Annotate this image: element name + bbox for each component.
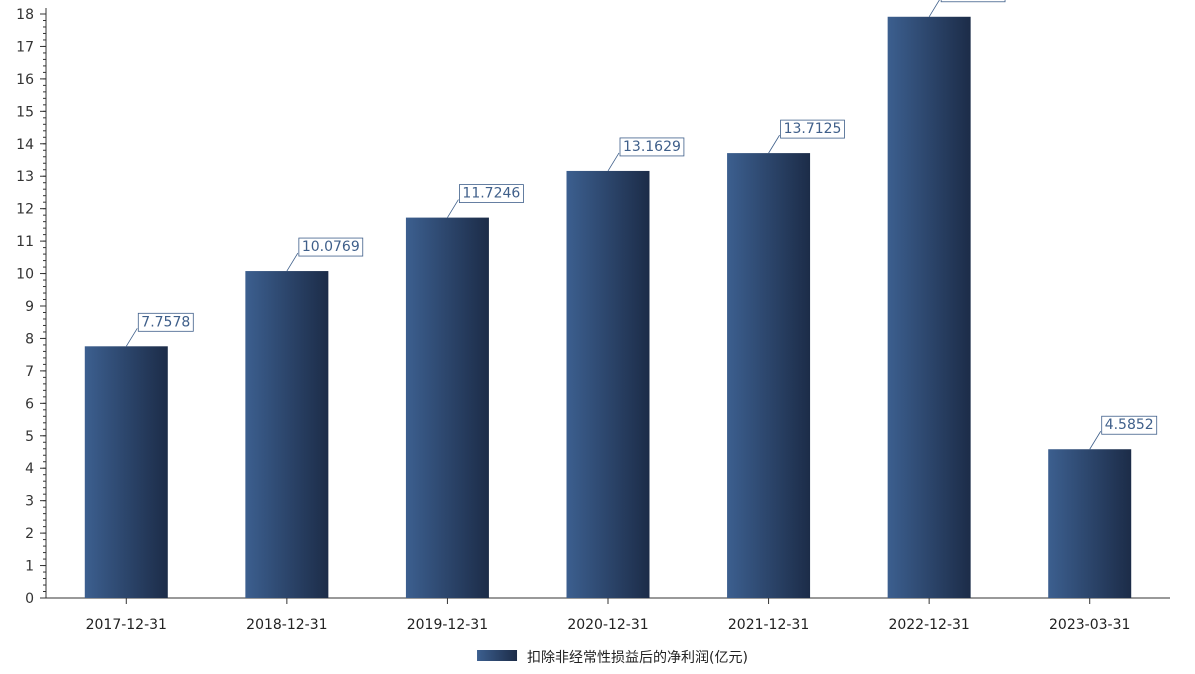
y-tick-label: 12 (16, 202, 34, 218)
y-tick-label: 15 (16, 104, 34, 120)
data-label-leader (928, 0, 940, 17)
y-tick-label: 3 (25, 494, 34, 510)
bar[interactable] (245, 271, 329, 598)
data-label: 7.7578 (141, 314, 190, 330)
data-label-leader (447, 199, 459, 218)
x-tick-label: 2022-12-31 (888, 617, 969, 633)
y-tick-label: 17 (16, 39, 34, 55)
data-label: 17.9145 (944, 0, 1002, 1)
bar[interactable] (887, 16, 971, 599)
legend-label: 扣除非经常性损益后的净利润(亿元) (527, 650, 748, 666)
data-label-box (298, 237, 364, 257)
y-tick-label: 16 (16, 72, 34, 88)
data-label-box (459, 184, 524, 204)
y-tick-label: 9 (25, 299, 34, 315)
x-tick-label: 2018-12-31 (246, 617, 327, 633)
bars-group (84, 16, 1132, 599)
legend[interactable]: 扣除非经常性损益后的净利润(亿元) (477, 650, 748, 666)
x-tick-label: 2021-12-31 (728, 617, 809, 633)
bar[interactable] (405, 217, 489, 598)
bar[interactable] (84, 346, 168, 598)
y-tick-label: 0 (25, 591, 34, 607)
y-tick-label: 7 (25, 364, 34, 380)
legend-swatch (477, 650, 518, 661)
data-label-box (619, 137, 685, 157)
y-tick-label: 11 (16, 234, 34, 250)
data-label-leader (286, 252, 299, 272)
data-label-box (780, 119, 845, 139)
data-label: 11.7246 (462, 186, 520, 202)
y-tick-label: 5 (25, 429, 34, 445)
bar[interactable] (1048, 449, 1132, 598)
data-label-leader (607, 152, 620, 172)
y-tick-label: 14 (16, 137, 34, 153)
data-label: 13.7125 (784, 121, 842, 137)
data-label: 4.5852 (1105, 417, 1154, 433)
data-label-leader (768, 134, 780, 154)
data-labels-group: 7.7578 10.0769 11.7246 13.1629 13.7125 17.914… (125, 0, 1158, 450)
x-axis: 2017-12-31 2018-12-31 2019-12-31 2020-12-31… (46, 597, 1170, 633)
y-tick-label: 8 (25, 331, 34, 347)
bar[interactable] (566, 170, 650, 599)
x-tick-label: 2023-03-31 (1049, 617, 1130, 633)
data-label-box (1101, 415, 1158, 435)
data-label: 10.0769 (302, 239, 360, 255)
y-tick-label: 6 (25, 396, 34, 412)
y-tick-label: 4 (25, 461, 34, 477)
data-label-box (137, 312, 194, 332)
y-tick-label: 13 (16, 169, 34, 185)
data-label-box (940, 0, 1006, 3)
x-tick-label: 2020-12-31 (567, 617, 648, 633)
data-label-leader (125, 328, 138, 347)
x-tick-label: 2017-12-31 (86, 617, 167, 633)
data-label: 13.1629 (623, 139, 681, 155)
y-tick-label: 2 (25, 526, 34, 542)
x-tick-label: 2019-12-31 (407, 617, 488, 633)
y-tick-label: 18 (16, 7, 34, 23)
y-tick-label: 1 (25, 559, 34, 575)
y-tick-label: 10 (16, 267, 34, 283)
bar[interactable] (727, 153, 811, 598)
data-label-leader (1089, 431, 1102, 450)
